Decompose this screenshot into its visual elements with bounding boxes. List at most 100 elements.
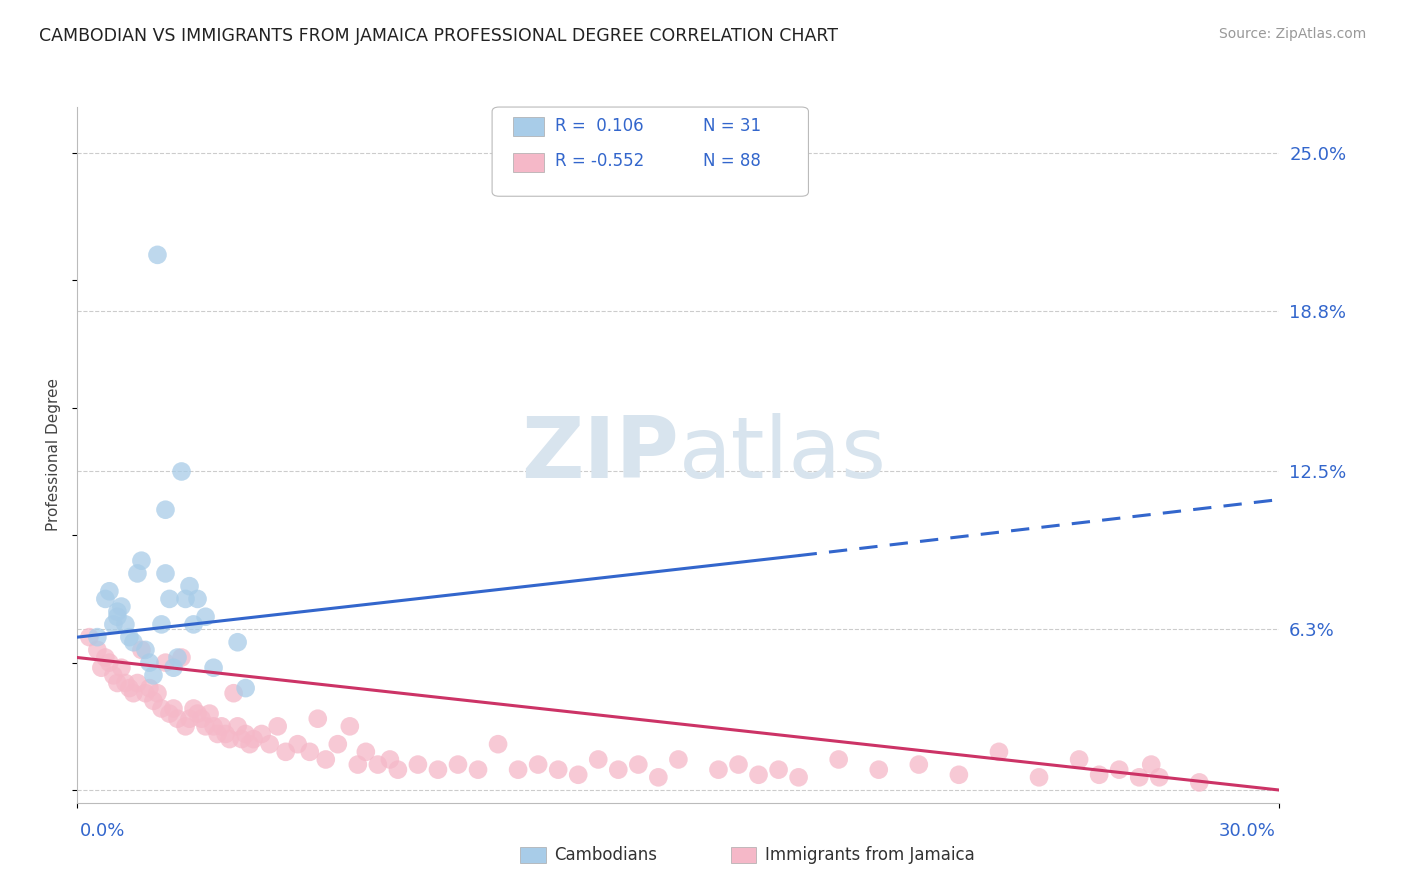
Point xyxy=(187,591,209,606)
Point xyxy=(235,727,257,741)
Text: 30.0%: 30.0% xyxy=(1219,822,1275,839)
Point xyxy=(647,770,669,784)
Point xyxy=(138,681,160,695)
Point xyxy=(194,719,217,733)
Point xyxy=(367,757,389,772)
Point xyxy=(707,763,730,777)
Point xyxy=(162,661,184,675)
Point xyxy=(447,757,470,772)
Text: CAMBODIAN VS IMMIGRANTS FROM JAMAICA PROFESSIONAL DEGREE CORRELATION CHART: CAMBODIAN VS IMMIGRANTS FROM JAMAICA PRO… xyxy=(39,27,838,45)
Point xyxy=(768,763,790,777)
Point xyxy=(155,502,177,516)
Point xyxy=(387,763,409,777)
Point xyxy=(159,706,181,721)
Point xyxy=(98,584,121,599)
Point xyxy=(467,763,489,777)
Point xyxy=(107,676,129,690)
Point xyxy=(727,757,749,772)
Text: Source: ZipAtlas.com: Source: ZipAtlas.com xyxy=(1219,27,1367,41)
Point xyxy=(527,757,550,772)
Point xyxy=(198,706,221,721)
Point xyxy=(1149,770,1171,784)
Point xyxy=(202,661,225,675)
Point xyxy=(127,676,149,690)
Point xyxy=(194,609,217,624)
Point xyxy=(1028,770,1050,784)
Point xyxy=(1188,775,1211,789)
Point xyxy=(155,656,177,670)
Text: R =  0.106: R = 0.106 xyxy=(555,117,644,135)
Point xyxy=(948,768,970,782)
Point xyxy=(828,752,851,766)
Text: R = -0.552: R = -0.552 xyxy=(555,153,644,170)
Point xyxy=(274,745,297,759)
Point xyxy=(118,681,141,695)
Text: ZIP: ZIP xyxy=(520,413,679,497)
Point xyxy=(211,719,233,733)
Text: 0.0%: 0.0% xyxy=(80,822,125,839)
Point xyxy=(787,770,810,784)
Text: N = 88: N = 88 xyxy=(703,153,761,170)
Point xyxy=(1088,768,1111,782)
Point xyxy=(378,752,401,766)
Point xyxy=(226,719,249,733)
Point xyxy=(103,617,125,632)
Point xyxy=(259,737,281,751)
Point xyxy=(339,719,361,733)
Point xyxy=(142,668,165,682)
Point xyxy=(122,686,145,700)
Point xyxy=(138,656,160,670)
Point xyxy=(486,737,509,751)
Point xyxy=(315,752,337,766)
Point xyxy=(86,630,108,644)
Point xyxy=(239,737,262,751)
Point xyxy=(146,248,169,262)
Point xyxy=(174,591,197,606)
Point xyxy=(94,591,117,606)
Point xyxy=(110,599,132,614)
Point xyxy=(166,712,188,726)
Point xyxy=(86,643,108,657)
Point xyxy=(179,579,201,593)
Point xyxy=(1108,763,1130,777)
Point xyxy=(79,630,101,644)
Point xyxy=(190,712,212,726)
Point xyxy=(118,630,141,644)
Point xyxy=(406,757,429,772)
Point xyxy=(508,763,530,777)
Point xyxy=(166,650,188,665)
Point xyxy=(1128,770,1150,784)
Point xyxy=(98,656,121,670)
Point xyxy=(287,737,309,751)
Point xyxy=(110,661,132,675)
Point xyxy=(748,768,770,782)
Point xyxy=(162,701,184,715)
Point xyxy=(114,676,136,690)
Text: atlas: atlas xyxy=(679,413,886,497)
Point xyxy=(588,752,610,766)
Point xyxy=(214,727,236,741)
Point xyxy=(134,686,156,700)
Point xyxy=(298,745,321,759)
Point xyxy=(183,701,205,715)
Point xyxy=(222,686,245,700)
Point xyxy=(908,757,931,772)
Point xyxy=(179,712,201,726)
Point xyxy=(131,554,153,568)
Text: Immigrants from Jamaica: Immigrants from Jamaica xyxy=(765,847,974,864)
Point xyxy=(155,566,177,581)
Point xyxy=(668,752,690,766)
Point xyxy=(1069,752,1091,766)
Point xyxy=(347,757,370,772)
Text: N = 31: N = 31 xyxy=(703,117,761,135)
Point xyxy=(1140,757,1163,772)
Point xyxy=(150,617,173,632)
Point xyxy=(307,712,329,726)
Point xyxy=(122,635,145,649)
Point xyxy=(90,661,112,675)
Point xyxy=(868,763,890,777)
Point xyxy=(103,668,125,682)
Point xyxy=(218,732,240,747)
Point xyxy=(627,757,650,772)
Point xyxy=(170,650,193,665)
